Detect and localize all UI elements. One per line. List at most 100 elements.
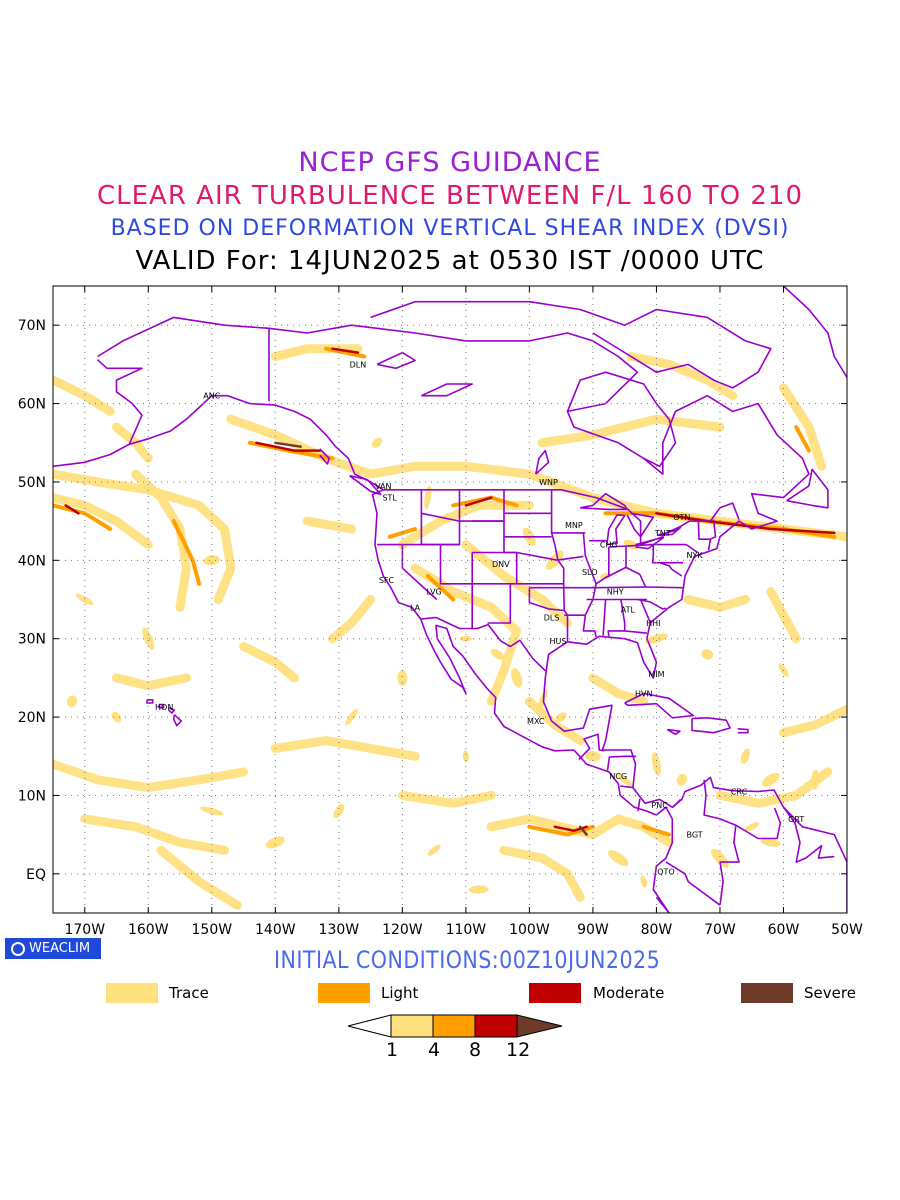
lat-label: 50N xyxy=(18,475,46,491)
lon-label: 140W xyxy=(255,922,296,938)
turbulence-shading xyxy=(53,344,847,910)
coastline-segment xyxy=(735,807,782,840)
coastline-segment xyxy=(639,574,647,588)
coastline-segment xyxy=(691,717,731,734)
turbulence-trace-patch xyxy=(640,875,648,888)
turbulence-trace-patch xyxy=(490,648,505,661)
turbulence-trace-patch xyxy=(811,769,820,790)
lon-label: 100W xyxy=(509,922,550,938)
turbulence-trace-patch xyxy=(345,708,358,726)
turbulence-trace xyxy=(461,540,572,628)
turbulence-trace xyxy=(410,563,522,706)
turbulence-light xyxy=(53,503,113,531)
turbulence-light xyxy=(794,425,811,453)
coastline-segment xyxy=(487,583,512,624)
coastline-segment xyxy=(582,532,597,638)
coastline-segment xyxy=(535,449,550,475)
colorbar-tick-4: 4 xyxy=(428,1039,441,1061)
coastline-segment xyxy=(653,543,699,554)
turbulence-trace-patch xyxy=(142,627,155,650)
station-label-mxc: MXC xyxy=(527,717,545,726)
legend-label-moderate: Moderate xyxy=(593,984,665,1002)
station-label-lvg: LVG xyxy=(426,588,441,597)
turbulence-trace xyxy=(112,673,191,691)
station-label-slo: SLO xyxy=(582,568,598,577)
turbulence-trace-patch xyxy=(651,752,661,776)
coastline-segment xyxy=(697,521,712,551)
turbulence-trace-patch xyxy=(744,822,759,832)
turbulence-moderate xyxy=(64,504,80,515)
turbulence-trace xyxy=(766,587,801,644)
graticule xyxy=(53,286,848,913)
lat-label: 60N xyxy=(18,397,46,413)
turbulence-trace xyxy=(779,383,827,471)
turbulence-trace xyxy=(53,759,249,793)
legend-label-severe: Severe xyxy=(804,984,856,1002)
station-label-la: LA xyxy=(410,603,421,612)
turbulence-trace xyxy=(270,344,363,361)
station-label-otn: OTN xyxy=(673,513,690,522)
station-label-hvn: HVN xyxy=(635,690,652,699)
station-label-van: VAN xyxy=(375,482,391,491)
turbulence-light xyxy=(527,824,595,837)
turbulence-severe xyxy=(274,441,302,448)
turbulence-trace-patch xyxy=(397,669,408,686)
legend-label-trace: Trace xyxy=(169,984,209,1002)
station-label-wnp: WNP xyxy=(539,478,558,487)
turbulence-trace-patch xyxy=(623,539,639,550)
turbulence-trace-patch xyxy=(111,711,122,723)
turbulence-trace xyxy=(499,845,585,902)
turbulence-trace-patch xyxy=(584,751,601,762)
station-label-stl: STL xyxy=(382,494,397,503)
coastline-segment xyxy=(420,616,546,672)
colorbar-tick-1: 1 xyxy=(386,1039,399,1061)
coastline-segment xyxy=(786,468,829,509)
colorbar-tick-8: 8 xyxy=(469,1039,482,1061)
turbulence-trace-patch xyxy=(66,695,78,708)
turbulence-trace xyxy=(239,642,299,683)
station-label-atl: ATL xyxy=(621,606,636,615)
coastline-segment xyxy=(782,286,847,379)
turbulence-trace xyxy=(588,673,649,706)
coastline-segment xyxy=(97,316,847,913)
lon-label: 50W xyxy=(831,922,863,938)
coastline-segment xyxy=(737,728,749,734)
lat-label: 20N xyxy=(18,710,46,726)
lon-label: 90W xyxy=(577,922,609,938)
turbulence-trace xyxy=(683,595,750,612)
turbulence-trace xyxy=(270,736,420,761)
turbulence-trace xyxy=(156,845,242,910)
coastline-segment xyxy=(655,896,670,913)
coastline-segment xyxy=(376,351,416,370)
turbulence-trace-patch xyxy=(468,885,489,894)
logo-ring-icon xyxy=(11,942,25,956)
legend-label-light: Light xyxy=(381,984,419,1002)
station-label-ncg: NCG xyxy=(609,772,627,781)
coastline-segment xyxy=(626,512,655,538)
turbulence-trace-patch xyxy=(644,633,668,644)
station-label-tnt: TNT xyxy=(654,529,671,538)
turbulence-trace-patch xyxy=(608,850,629,867)
turbulence-trace-patch xyxy=(459,635,472,642)
turbulence-trace xyxy=(53,375,115,416)
turbulence-trace-patch xyxy=(740,748,750,764)
coastline-segment xyxy=(624,630,647,634)
turbulence-trace-patch xyxy=(762,772,780,787)
coastline-segment xyxy=(672,798,682,808)
coastline-segment xyxy=(578,733,605,760)
plot-frame xyxy=(52,285,848,914)
station-label-pnc: PNC xyxy=(651,801,668,810)
coastline-segment xyxy=(606,514,626,546)
coastline-segment xyxy=(639,599,651,623)
axes: 70N 60N 50N 40N 30N 20N 10N EQ 170W 160W 150W 140W 1… xyxy=(18,286,863,938)
lat-label: 30N xyxy=(18,632,46,648)
lon-label: 110W xyxy=(446,922,487,938)
lat-label: 10N xyxy=(18,788,46,804)
title-product: CLEAR AIR TURBULENCE BETWEEN F/L 160 TO … xyxy=(96,181,804,211)
turbulence-trace xyxy=(53,469,236,604)
coastline-segment xyxy=(782,806,835,863)
coastline-segment xyxy=(595,566,641,585)
initial-conditions: INITIAL CONDITIONS:00Z10JUN2025 xyxy=(274,946,661,974)
turbulence-trace xyxy=(626,352,738,401)
colorbar-tick-12: 12 xyxy=(506,1039,531,1061)
